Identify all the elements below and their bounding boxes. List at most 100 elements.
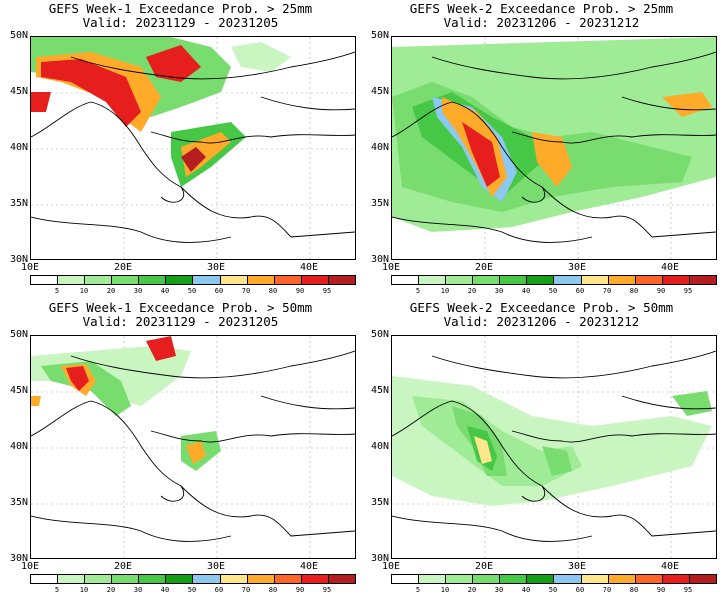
colorbar-tick: 50 xyxy=(187,586,197,594)
colorbar-tick: 70 xyxy=(602,287,612,295)
colorbar-tick: 95 xyxy=(322,287,332,295)
colorbar-tick: 60 xyxy=(214,586,224,594)
lon-label: 10E xyxy=(20,561,40,572)
coastlines xyxy=(392,350,716,542)
probability-shading xyxy=(392,37,716,232)
lat-label: 40N xyxy=(370,142,389,153)
lon-label: 20E xyxy=(113,561,133,572)
colorbar xyxy=(391,574,717,584)
lon-label: 20E xyxy=(474,262,494,273)
colorbar-tick: 50 xyxy=(187,287,197,295)
lat-label: 45N xyxy=(370,385,389,396)
colorbar-tick: 50 xyxy=(548,287,558,295)
colorbar-tick: 95 xyxy=(322,586,332,594)
lat-label: 50N xyxy=(9,329,28,340)
panel-valid-dates: Valid: 20231129 - 20231205 xyxy=(82,314,279,329)
colorbar-tick: 80 xyxy=(268,586,278,594)
colorbar-tick: 90 xyxy=(295,287,305,295)
lat-label: 45N xyxy=(9,385,28,396)
lon-label: 20E xyxy=(113,262,133,273)
colorbar-tick: 5 xyxy=(54,586,60,594)
colorbar-tick: 95 xyxy=(683,287,693,295)
precip-probability-map xyxy=(391,36,717,260)
panel-valid-dates: Valid: 20231206 - 20231212 xyxy=(443,314,640,329)
lon-label: 30E xyxy=(567,561,587,572)
colorbar-tick: 60 xyxy=(214,287,224,295)
map-panel-week1-50mm: GEFS Week-1 Exceedance Prob. > 50mm Vali… xyxy=(0,299,361,598)
lat-label: 35N xyxy=(9,198,28,209)
lon-label: 40E xyxy=(299,262,319,273)
lat-label: 50N xyxy=(370,329,389,340)
colorbar-tick: 5 xyxy=(415,586,421,594)
colorbar-tick: 40 xyxy=(521,287,531,295)
panel-title: GEFS Week-1 Exceedance Prob. > 50mm xyxy=(48,300,313,315)
colorbar-tick: 80 xyxy=(629,287,639,295)
precip-probability-map xyxy=(391,335,717,559)
lat-label: 45N xyxy=(9,86,28,97)
lon-label: 10E xyxy=(20,262,40,273)
colorbar-tick: 60 xyxy=(575,586,585,594)
colorbar-tick: 30 xyxy=(133,586,143,594)
colorbar-tick: 10 xyxy=(440,586,450,594)
lat-label: 40N xyxy=(9,441,28,452)
lat-label: 40N xyxy=(9,142,28,153)
coastlines xyxy=(392,51,716,243)
lon-label: 40E xyxy=(660,262,680,273)
lon-label: 30E xyxy=(206,262,226,273)
lat-label: 30N xyxy=(9,254,28,265)
colorbar-tick: 20 xyxy=(467,287,477,295)
colorbar-tick: 30 xyxy=(133,287,143,295)
colorbar-tick: 70 xyxy=(602,586,612,594)
lat-label: 50N xyxy=(9,30,28,41)
colorbar-tick: 70 xyxy=(241,287,251,295)
colorbar xyxy=(391,275,717,285)
map-panel-week2-25mm: GEFS Week-2 Exceedance Prob. > 25mm Vali… xyxy=(361,0,722,299)
colorbar-tick: 80 xyxy=(629,586,639,594)
colorbar-tick: 90 xyxy=(656,586,666,594)
colorbar-tick: 30 xyxy=(494,287,504,295)
colorbar-tick: 95 xyxy=(683,586,693,594)
lat-label: 30N xyxy=(9,553,28,564)
coastlines xyxy=(31,350,355,542)
colorbar-tick: 5 xyxy=(54,287,60,295)
panel-valid-dates: Valid: 20231206 - 20231212 xyxy=(443,15,640,30)
precip-probability-map xyxy=(30,335,356,559)
lon-label: 20E xyxy=(474,561,494,572)
lon-label: 30E xyxy=(567,262,587,273)
lat-label: 30N xyxy=(370,254,389,265)
colorbar-tick: 20 xyxy=(467,586,477,594)
colorbar-tick: 10 xyxy=(79,586,89,594)
colorbar-tick: 90 xyxy=(295,586,305,594)
colorbar xyxy=(30,275,356,285)
colorbar-tick: 80 xyxy=(268,287,278,295)
colorbar-tick: 60 xyxy=(575,287,585,295)
probability-shading xyxy=(392,376,712,506)
lat-label: 40N xyxy=(370,441,389,452)
lat-label: 30N xyxy=(370,553,389,564)
colorbar-tick: 40 xyxy=(160,287,170,295)
probability-shading xyxy=(31,37,291,187)
colorbar-tick: 50 xyxy=(548,586,558,594)
colorbar-tick: 90 xyxy=(656,287,666,295)
colorbar-tick: 10 xyxy=(79,287,89,295)
panel-title: GEFS Week-2 Exceedance Prob. > 25mm xyxy=(409,1,674,16)
coastlines xyxy=(31,51,355,243)
probability-shading xyxy=(31,336,221,471)
lon-label: 10E xyxy=(381,262,401,273)
lon-label: 30E xyxy=(206,561,226,572)
colorbar-tick: 10 xyxy=(440,287,450,295)
colorbar-tick: 30 xyxy=(494,586,504,594)
colorbar-tick: 20 xyxy=(106,586,116,594)
panel-title: GEFS Week-2 Exceedance Prob. > 50mm xyxy=(409,300,674,315)
lat-label: 35N xyxy=(370,497,389,508)
colorbar-tick: 20 xyxy=(106,287,116,295)
lon-label: 40E xyxy=(299,561,319,572)
lon-label: 10E xyxy=(381,561,401,572)
colorbar-tick: 70 xyxy=(241,586,251,594)
colorbar xyxy=(30,574,356,584)
colorbar-tick: 5 xyxy=(415,287,421,295)
lat-label: 50N xyxy=(370,30,389,41)
lat-label: 35N xyxy=(9,497,28,508)
map-panel-week1-25mm: GEFS Week-1 Exceedance Prob. > 25mm Vali… xyxy=(0,0,361,299)
lat-label: 35N xyxy=(370,198,389,209)
